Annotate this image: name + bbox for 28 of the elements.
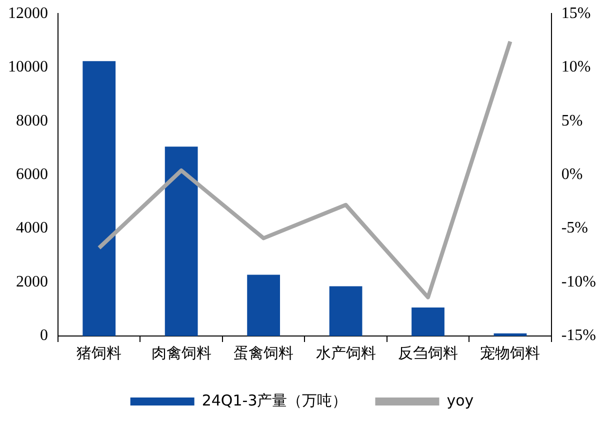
- y-tick-label: 4000: [16, 220, 48, 237]
- y-tick-label: 10000: [8, 58, 48, 76]
- x-tick-label: 蛋禽饲料: [234, 344, 294, 362]
- y2-tick-label: 15%: [561, 4, 591, 22]
- x-tick-label: 猪饲料: [76, 344, 122, 362]
- y-tick-label: 8000: [16, 112, 48, 130]
- bar: [412, 308, 444, 336]
- y2-tick-label: 0%: [561, 166, 583, 184]
- bar: [494, 333, 527, 336]
- legend-label: yoy: [446, 391, 474, 410]
- y-tick-label: 6000: [16, 166, 48, 184]
- y-tick-label: 12000: [8, 4, 48, 22]
- y-tick-label: 2000: [16, 273, 48, 290]
- x-tick-label: 肉禽饲料: [151, 344, 212, 362]
- x-tick-label: 水产饲料: [316, 344, 376, 362]
- y-tick-label: 0: [40, 327, 48, 344]
- x-tick-label: 反刍饲料: [398, 344, 458, 362]
- bar: [329, 286, 362, 336]
- y2-tick-label: -5%: [561, 220, 588, 237]
- y2-tick-label: -15%: [561, 327, 596, 344]
- y2-tick-label: 10%: [561, 58, 591, 76]
- y2-tick-label: -10%: [561, 273, 596, 290]
- bar: [247, 274, 280, 336]
- y2-tick-label: 5%: [561, 112, 583, 130]
- bar: [164, 146, 198, 336]
- bar: [82, 61, 116, 336]
- x-tick-label: 宠物饲料: [480, 344, 540, 362]
- legend-label: 24Q1-3产量（万吨）: [202, 391, 348, 410]
